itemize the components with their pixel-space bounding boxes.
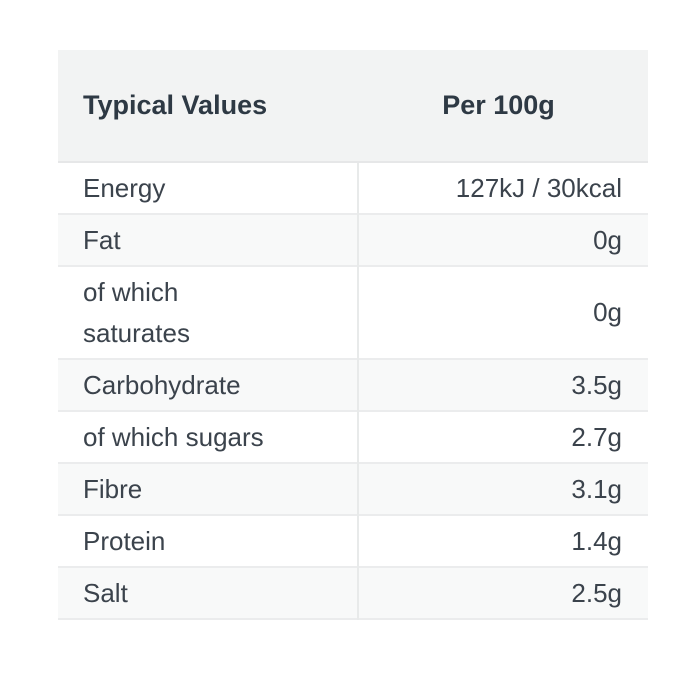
row-label: Salt xyxy=(58,567,358,619)
table-header-row: Typical Values Per 100g xyxy=(58,50,648,163)
row-label: Protein xyxy=(58,515,358,567)
table-row-saturates: of which saturates 0g xyxy=(58,266,648,359)
table-row-salt: Salt 2.5g xyxy=(58,567,648,619)
row-label: Fibre xyxy=(58,463,358,515)
row-label: of which saturates xyxy=(58,266,358,359)
row-label: Carbohydrate xyxy=(58,359,358,411)
table-row-carbohydrate: Carbohydrate 3.5g xyxy=(58,359,648,411)
table-row-fat: Fat 0g xyxy=(58,214,648,266)
row-value: 3.5g xyxy=(357,359,648,411)
row-value: 2.7g xyxy=(357,411,648,463)
row-label: of which sugars xyxy=(58,411,358,463)
row-label: Fat xyxy=(58,214,358,266)
nutrition-table: Typical Values Per 100g Energy 127kJ / 3… xyxy=(58,50,648,620)
row-value: 0g xyxy=(357,214,648,266)
table-row-energy: Energy 127kJ / 30kcal xyxy=(58,162,648,214)
row-value: 0g xyxy=(357,266,648,359)
row-label: Energy xyxy=(58,162,358,214)
table-row-protein: Protein 1.4g xyxy=(58,515,648,567)
table-row-sugars: of which sugars 2.7g xyxy=(58,411,648,463)
row-value: 3.1g xyxy=(357,463,648,515)
header-per-100g: Per 100g xyxy=(358,50,648,163)
header-typical-values: Typical Values xyxy=(58,50,358,163)
row-value: 127kJ / 30kcal xyxy=(357,162,648,214)
row-value: 2.5g xyxy=(357,567,648,619)
table-row-fibre: Fibre 3.1g xyxy=(58,463,648,515)
row-value: 1.4g xyxy=(357,515,648,567)
